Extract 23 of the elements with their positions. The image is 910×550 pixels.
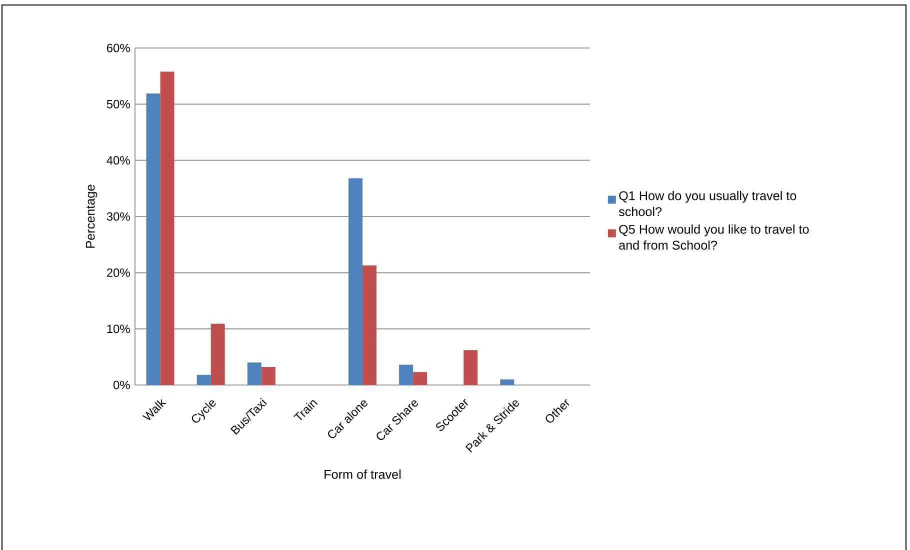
y-axis-title: Percentage <box>86 184 98 248</box>
y-tick-label: 60% <box>106 44 130 52</box>
bar <box>348 178 362 385</box>
bar <box>261 367 276 385</box>
bar <box>399 364 414 385</box>
y-tick-label: 20% <box>106 268 130 277</box>
bar <box>210 324 225 385</box>
bar <box>160 72 174 385</box>
legend-label: Q5 How would you like to travel to and from School? <box>619 224 809 250</box>
y-tick-label: 0% <box>113 380 130 390</box>
bar <box>247 362 262 385</box>
y-tick-label: 10% <box>107 324 130 334</box>
bar <box>500 379 514 385</box>
y-tick-label: 40% <box>106 156 130 165</box>
legend-label: Q1 How do you usually travel to school? <box>618 190 796 216</box>
bar <box>146 93 160 385</box>
x-axis-title: Form of travel <box>324 470 401 479</box>
y-tick-label: 30% <box>106 212 130 221</box>
bar <box>464 350 478 385</box>
bar <box>196 374 211 385</box>
bar <box>413 372 428 385</box>
y-tick-label: 50% <box>106 100 130 108</box>
bar <box>362 265 376 385</box>
